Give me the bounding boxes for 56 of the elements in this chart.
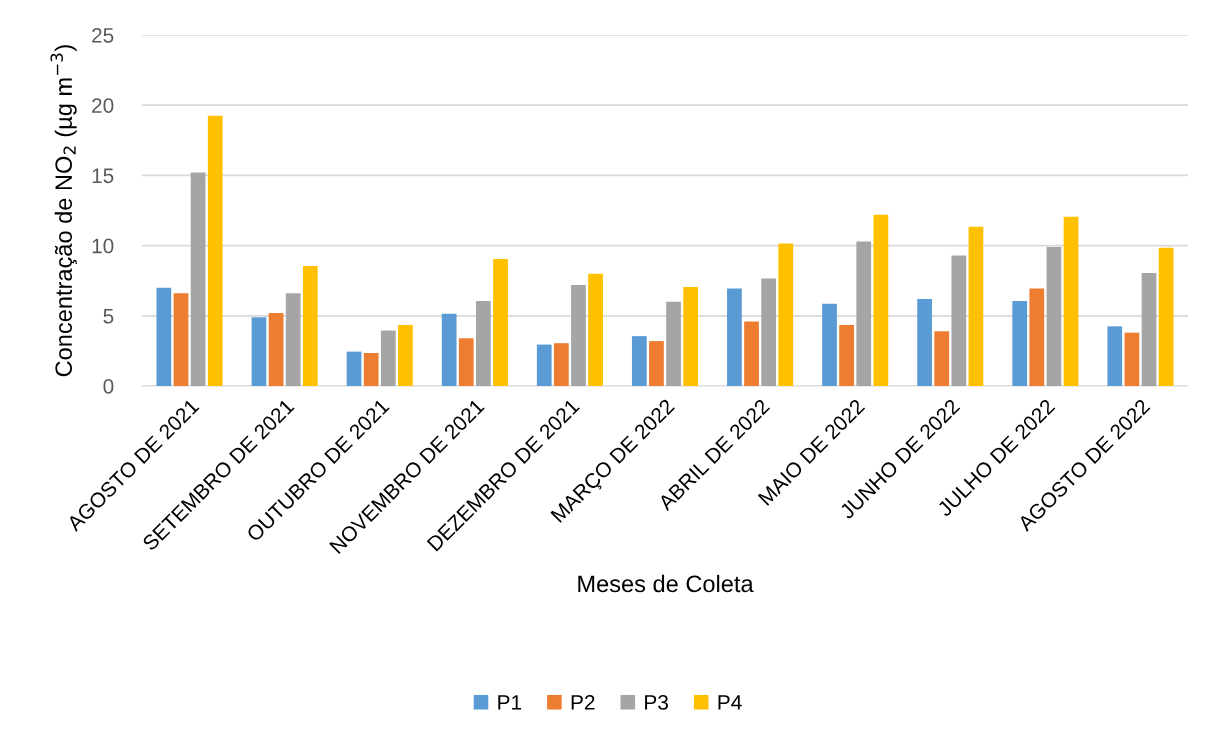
bar bbox=[493, 258, 508, 386]
bar bbox=[536, 344, 552, 386]
bar bbox=[190, 172, 206, 386]
bar bbox=[666, 301, 681, 386]
bar bbox=[380, 330, 396, 386]
legend-label: P1 bbox=[498, 695, 522, 710]
legend-label: P2 bbox=[571, 694, 595, 710]
bar bbox=[839, 324, 854, 386]
legend-label: P3 bbox=[645, 694, 668, 710]
bar bbox=[588, 273, 603, 386]
bar bbox=[951, 255, 967, 386]
bar bbox=[649, 341, 664, 386]
bar bbox=[744, 321, 759, 386]
bar bbox=[1124, 332, 1140, 386]
bar bbox=[207, 115, 223, 386]
bar bbox=[363, 353, 379, 386]
bar bbox=[778, 243, 794, 386]
bar bbox=[1029, 288, 1045, 386]
legend-label: P4 bbox=[718, 695, 742, 710]
bar bbox=[346, 351, 362, 386]
bar bbox=[571, 284, 586, 386]
x-axis-title: Meses de Coleta bbox=[578, 574, 754, 593]
bar bbox=[251, 317, 267, 386]
bar bbox=[761, 278, 777, 386]
bar bbox=[441, 313, 457, 386]
bar bbox=[683, 287, 699, 386]
bar bbox=[856, 241, 872, 386]
bar bbox=[1107, 326, 1123, 386]
bar bbox=[553, 343, 569, 386]
y-tick-label: 15 bbox=[92, 168, 114, 184]
bar bbox=[917, 298, 932, 386]
bar bbox=[1063, 216, 1079, 386]
y-axis-title: Concentração de NO$_{2}$ (µg m$^{−3}$) bbox=[50, 45, 77, 377]
y-tick-label: 10 bbox=[92, 238, 114, 254]
bar bbox=[302, 265, 318, 386]
bar bbox=[1012, 301, 1028, 386]
y-tick-label: 25 bbox=[92, 28, 114, 43]
bar bbox=[1141, 272, 1157, 386]
bar bbox=[268, 312, 284, 386]
y-tick-label: 20 bbox=[92, 98, 114, 113]
bar bbox=[727, 288, 742, 386]
y-tick-label: 5 bbox=[103, 309, 114, 324]
bar bbox=[873, 214, 889, 386]
bar bbox=[398, 324, 413, 386]
bar bbox=[173, 293, 189, 386]
bar bbox=[1046, 247, 1062, 386]
y-tick-label: 0 bbox=[103, 379, 114, 394]
bar bbox=[156, 287, 172, 386]
bar bbox=[458, 338, 474, 386]
bar bbox=[1158, 247, 1174, 386]
bar bbox=[968, 226, 984, 386]
bar bbox=[934, 331, 950, 386]
bar bbox=[476, 301, 491, 386]
bar bbox=[822, 303, 837, 386]
bar bbox=[285, 293, 301, 386]
bar bbox=[631, 336, 647, 386]
